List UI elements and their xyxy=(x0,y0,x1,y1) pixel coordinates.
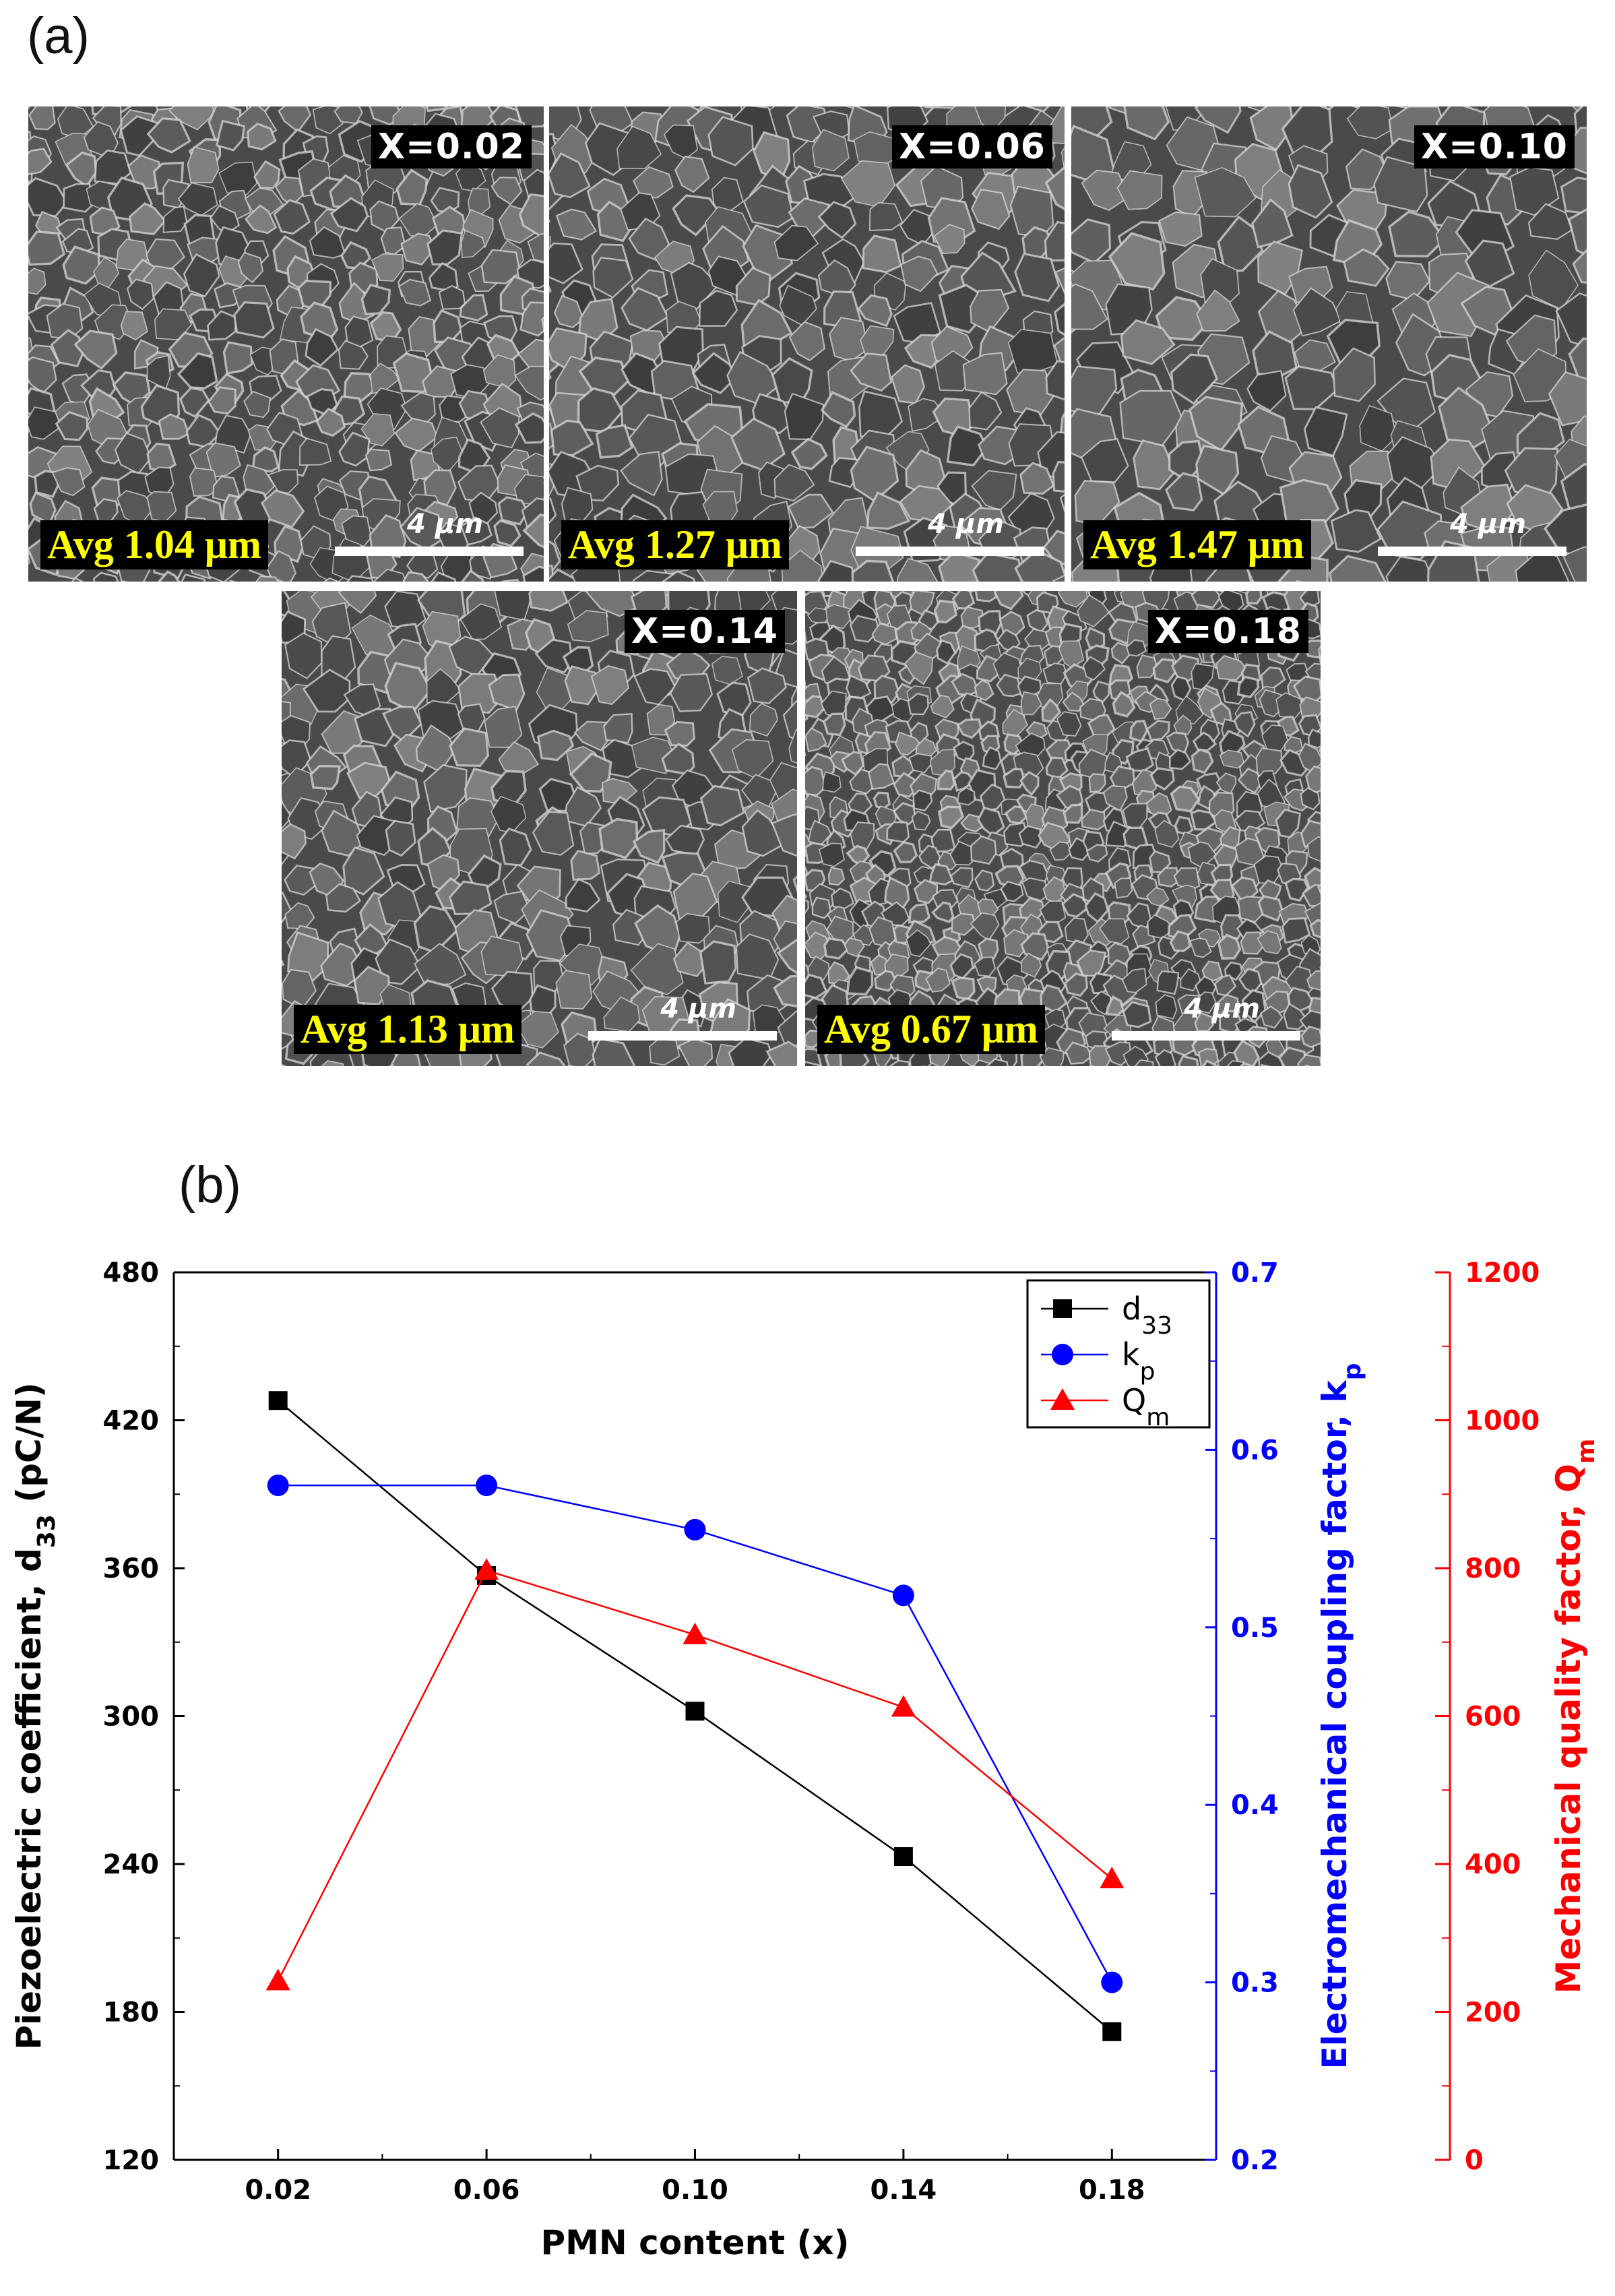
data-point-kp xyxy=(267,1475,289,1497)
scale-bar-label: 4 μm xyxy=(928,509,1004,540)
data-point-Qm xyxy=(1100,1866,1125,1888)
panel-b-label: (b) xyxy=(179,1156,241,1214)
qm-axis-tick-label: 1000 xyxy=(1465,1406,1540,1437)
subscript: m xyxy=(1146,1404,1170,1431)
left-axis-tick-label: 300 xyxy=(103,1702,160,1733)
kp-axis-tick-label: 0.7 xyxy=(1231,1258,1279,1289)
scale-bar xyxy=(335,547,524,556)
kp-axis-tick-label: 0.2 xyxy=(1231,2145,1279,2176)
data-point-d33 xyxy=(1102,2022,1122,2041)
subscript: 33 xyxy=(33,1514,61,1548)
scale-bar xyxy=(1378,547,1566,556)
sem-micrograph: X=0.14 Avg 1.13 μm 4 μm xyxy=(282,591,797,1066)
average-grain-size-label: Avg 1.47 μm xyxy=(1083,520,1311,569)
left-axis-tick-label: 120 xyxy=(103,2145,160,2176)
kp-axis-tick-label: 0.4 xyxy=(1231,1790,1279,1821)
label-suffix: (pC/N) xyxy=(9,1382,49,1514)
qm-axis-tick-label: 800 xyxy=(1465,1553,1521,1584)
composition-label: X=0.18 xyxy=(1148,610,1308,653)
data-point-kp xyxy=(476,1475,498,1497)
scale-bar-label: 4 μm xyxy=(1450,509,1526,540)
composition-label: X=0.02 xyxy=(371,125,532,168)
kp-axis-tick-label: 0.6 xyxy=(1231,1435,1279,1466)
kp-axis-tick-label: 0.5 xyxy=(1231,1613,1279,1644)
left-axis-tick-label: 180 xyxy=(103,1997,160,2028)
qm-axis-tick-label: 400 xyxy=(1465,1849,1521,1880)
x-axis-tick-label: 0.02 xyxy=(245,2175,311,2206)
piezoelectric-properties-chart: 120 180 240 300 360 420 480 0.2 0.3 0.4 0.5 0.6 0.7 0… xyxy=(9,1258,1600,2262)
sem-micrograph: X=0.10 Avg 1.47 μm 4 μm xyxy=(1071,106,1587,582)
sem-micrograph: X=0.18 Avg 0.67 μm 4 μm xyxy=(805,591,1321,1066)
data-point-d33 xyxy=(268,1391,288,1410)
left-axis-tick-label: 360 xyxy=(103,1553,160,1584)
sem-micrograph: X=0.06 Avg 1.27 μm 4 μm xyxy=(549,106,1065,582)
subscript: 33 xyxy=(1141,1312,1172,1340)
x-axis-tick-label: 0.14 xyxy=(870,2175,937,2206)
x-axis-tick-label: 0.10 xyxy=(662,2175,728,2206)
average-grain-size-label: Avg 1.13 μm xyxy=(294,1005,521,1054)
x-axis-title: PMN content (x) xyxy=(541,2223,850,2262)
data-point-kp xyxy=(892,1584,914,1607)
average-grain-size-label: Avg 1.27 μm xyxy=(561,520,789,569)
scale-bar-label: 4 μm xyxy=(660,993,736,1024)
data-point-Qm xyxy=(683,1622,707,1644)
left-axis-tick-label: 480 xyxy=(103,1258,160,1289)
kp-axis-tick-label: 0.3 xyxy=(1231,1968,1279,1999)
subscript: m xyxy=(1573,1439,1600,1464)
qm-axis-tick-label: 1200 xyxy=(1465,1258,1540,1289)
data-point-d33 xyxy=(685,1702,705,1721)
scale-bar xyxy=(588,1031,777,1041)
sem-micrograph: X=0.02 Avg 1.04 μm 4 μm xyxy=(28,106,544,582)
average-grain-size-label: Avg 1.04 μm xyxy=(40,520,268,569)
left-axis-tick-label: 240 xyxy=(103,1849,160,1880)
composition-label: X=0.10 xyxy=(1414,125,1575,168)
left-axis-title: Piezoelectric coefficient, d33 (pC/N) xyxy=(9,1382,61,2049)
x-axis-tick-label: 0.18 xyxy=(1079,2175,1145,2206)
qm-axis-tick-label: 0 xyxy=(1465,2145,1484,2176)
scale-bar-label: 4 μm xyxy=(407,509,483,540)
composition-label: X=0.06 xyxy=(892,125,1052,168)
subscript: p xyxy=(1140,1358,1155,1386)
qm-axis-title: Mechanical quality factor, Qm xyxy=(1549,1439,1600,1994)
subscript: p xyxy=(1339,1363,1366,1381)
qm-axis-tick-label: 200 xyxy=(1465,1997,1521,2028)
data-point-Qm xyxy=(474,1558,499,1580)
x-axis-tick-label: 0.06 xyxy=(453,2175,520,2206)
kp-axis-title: Electromechanical coupling factor, kp xyxy=(1315,1363,1366,2070)
legend-marker xyxy=(1053,1299,1072,1318)
legend-marker xyxy=(1052,1344,1073,1365)
data-point-Qm xyxy=(891,1695,916,1717)
grain-texture xyxy=(28,106,544,582)
scale-bar xyxy=(1112,1031,1300,1041)
composition-label: X=0.14 xyxy=(625,610,785,653)
scale-bar xyxy=(856,547,1044,556)
data-point-Qm xyxy=(265,1968,290,1991)
scale-bar-label: 4 μm xyxy=(1184,993,1260,1024)
legend-marker xyxy=(1050,1388,1075,1410)
left-axis-tick-label: 420 xyxy=(103,1406,160,1437)
data-point-d33 xyxy=(893,1847,913,1867)
data-point-kp xyxy=(1101,1971,1123,1993)
data-point-kp xyxy=(684,1518,706,1541)
panel-a-label: (a) xyxy=(27,7,90,65)
grain-texture xyxy=(805,591,1321,1066)
average-grain-size-label: Avg 0.67 μm xyxy=(817,1005,1045,1054)
qm-axis-tick-label: 600 xyxy=(1465,1702,1521,1733)
